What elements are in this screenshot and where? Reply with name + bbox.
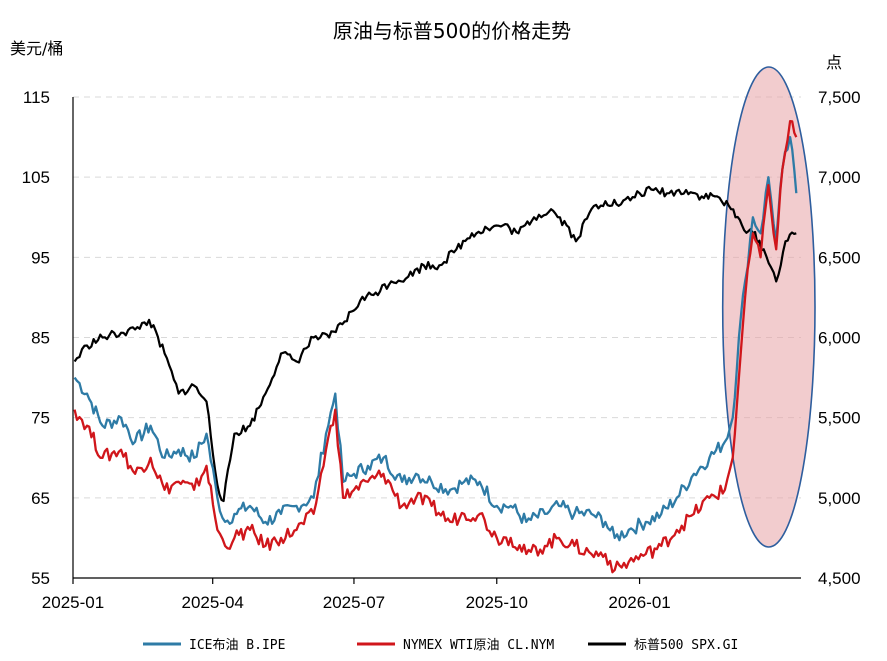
right-tick-label: 5,500 bbox=[818, 409, 861, 428]
left-tick-label: 55 bbox=[31, 569, 50, 588]
left-axis-unit: 美元/桶 bbox=[10, 39, 63, 58]
right-tick-label: 5,000 bbox=[818, 489, 861, 508]
x-tick-label: 2025-04 bbox=[182, 593, 244, 612]
right-tick-label: 7,000 bbox=[818, 168, 861, 187]
legend-label: 标普500 SPX.GI bbox=[634, 638, 738, 653]
right-tick-label: 6,500 bbox=[818, 248, 861, 267]
left-tick-label: 75 bbox=[31, 409, 50, 428]
highlight-ellipse-group bbox=[721, 66, 816, 548]
left-tick-label: 115 bbox=[23, 88, 50, 107]
x-tick-label: 2025-10 bbox=[466, 593, 528, 612]
right-tick-label: 7,500 bbox=[818, 88, 861, 107]
right-tick-label: 4,500 bbox=[818, 569, 861, 588]
right-axis-unit: 点 bbox=[826, 53, 842, 72]
legend: ICE布油 B.IPE NYMEX WTI原油 CL.NYM 标普500 SPX.G… bbox=[143, 638, 738, 653]
x-tick-label: 2025-01 bbox=[42, 593, 104, 612]
highlight-ellipse bbox=[721, 66, 816, 548]
x-tick-label: 2026-01 bbox=[608, 593, 670, 612]
spx-line bbox=[73, 185, 797, 503]
left-axis-ticks: 115 105 95 85 75 65 55 bbox=[22, 88, 50, 588]
right-tick-label: 6,000 bbox=[818, 329, 861, 348]
right-axis-ticks: 7,500 7,000 6,500 6,000 5,500 5,000 4,500 bbox=[818, 88, 861, 588]
legend-label: NYMEX WTI原油 CL.NYM bbox=[403, 638, 554, 653]
left-tick-label: 105 bbox=[22, 168, 50, 187]
x-tick-label: 2025-07 bbox=[323, 593, 385, 612]
left-tick-label: 95 bbox=[31, 248, 50, 267]
gridlines bbox=[73, 96, 801, 499]
left-tick-label: 85 bbox=[31, 329, 50, 348]
legend-label: ICE布油 B.IPE bbox=[189, 638, 285, 653]
series-lines bbox=[73, 119, 798, 574]
brent-line bbox=[73, 135, 798, 542]
left-tick-label: 65 bbox=[31, 489, 50, 508]
wti-line bbox=[73, 119, 798, 574]
x-axis-ticks: 2025-01 2025-04 2025-07 2025-10 2026-01 bbox=[42, 578, 671, 612]
chart-title: 原油与标普500的价格走势 bbox=[333, 19, 571, 43]
